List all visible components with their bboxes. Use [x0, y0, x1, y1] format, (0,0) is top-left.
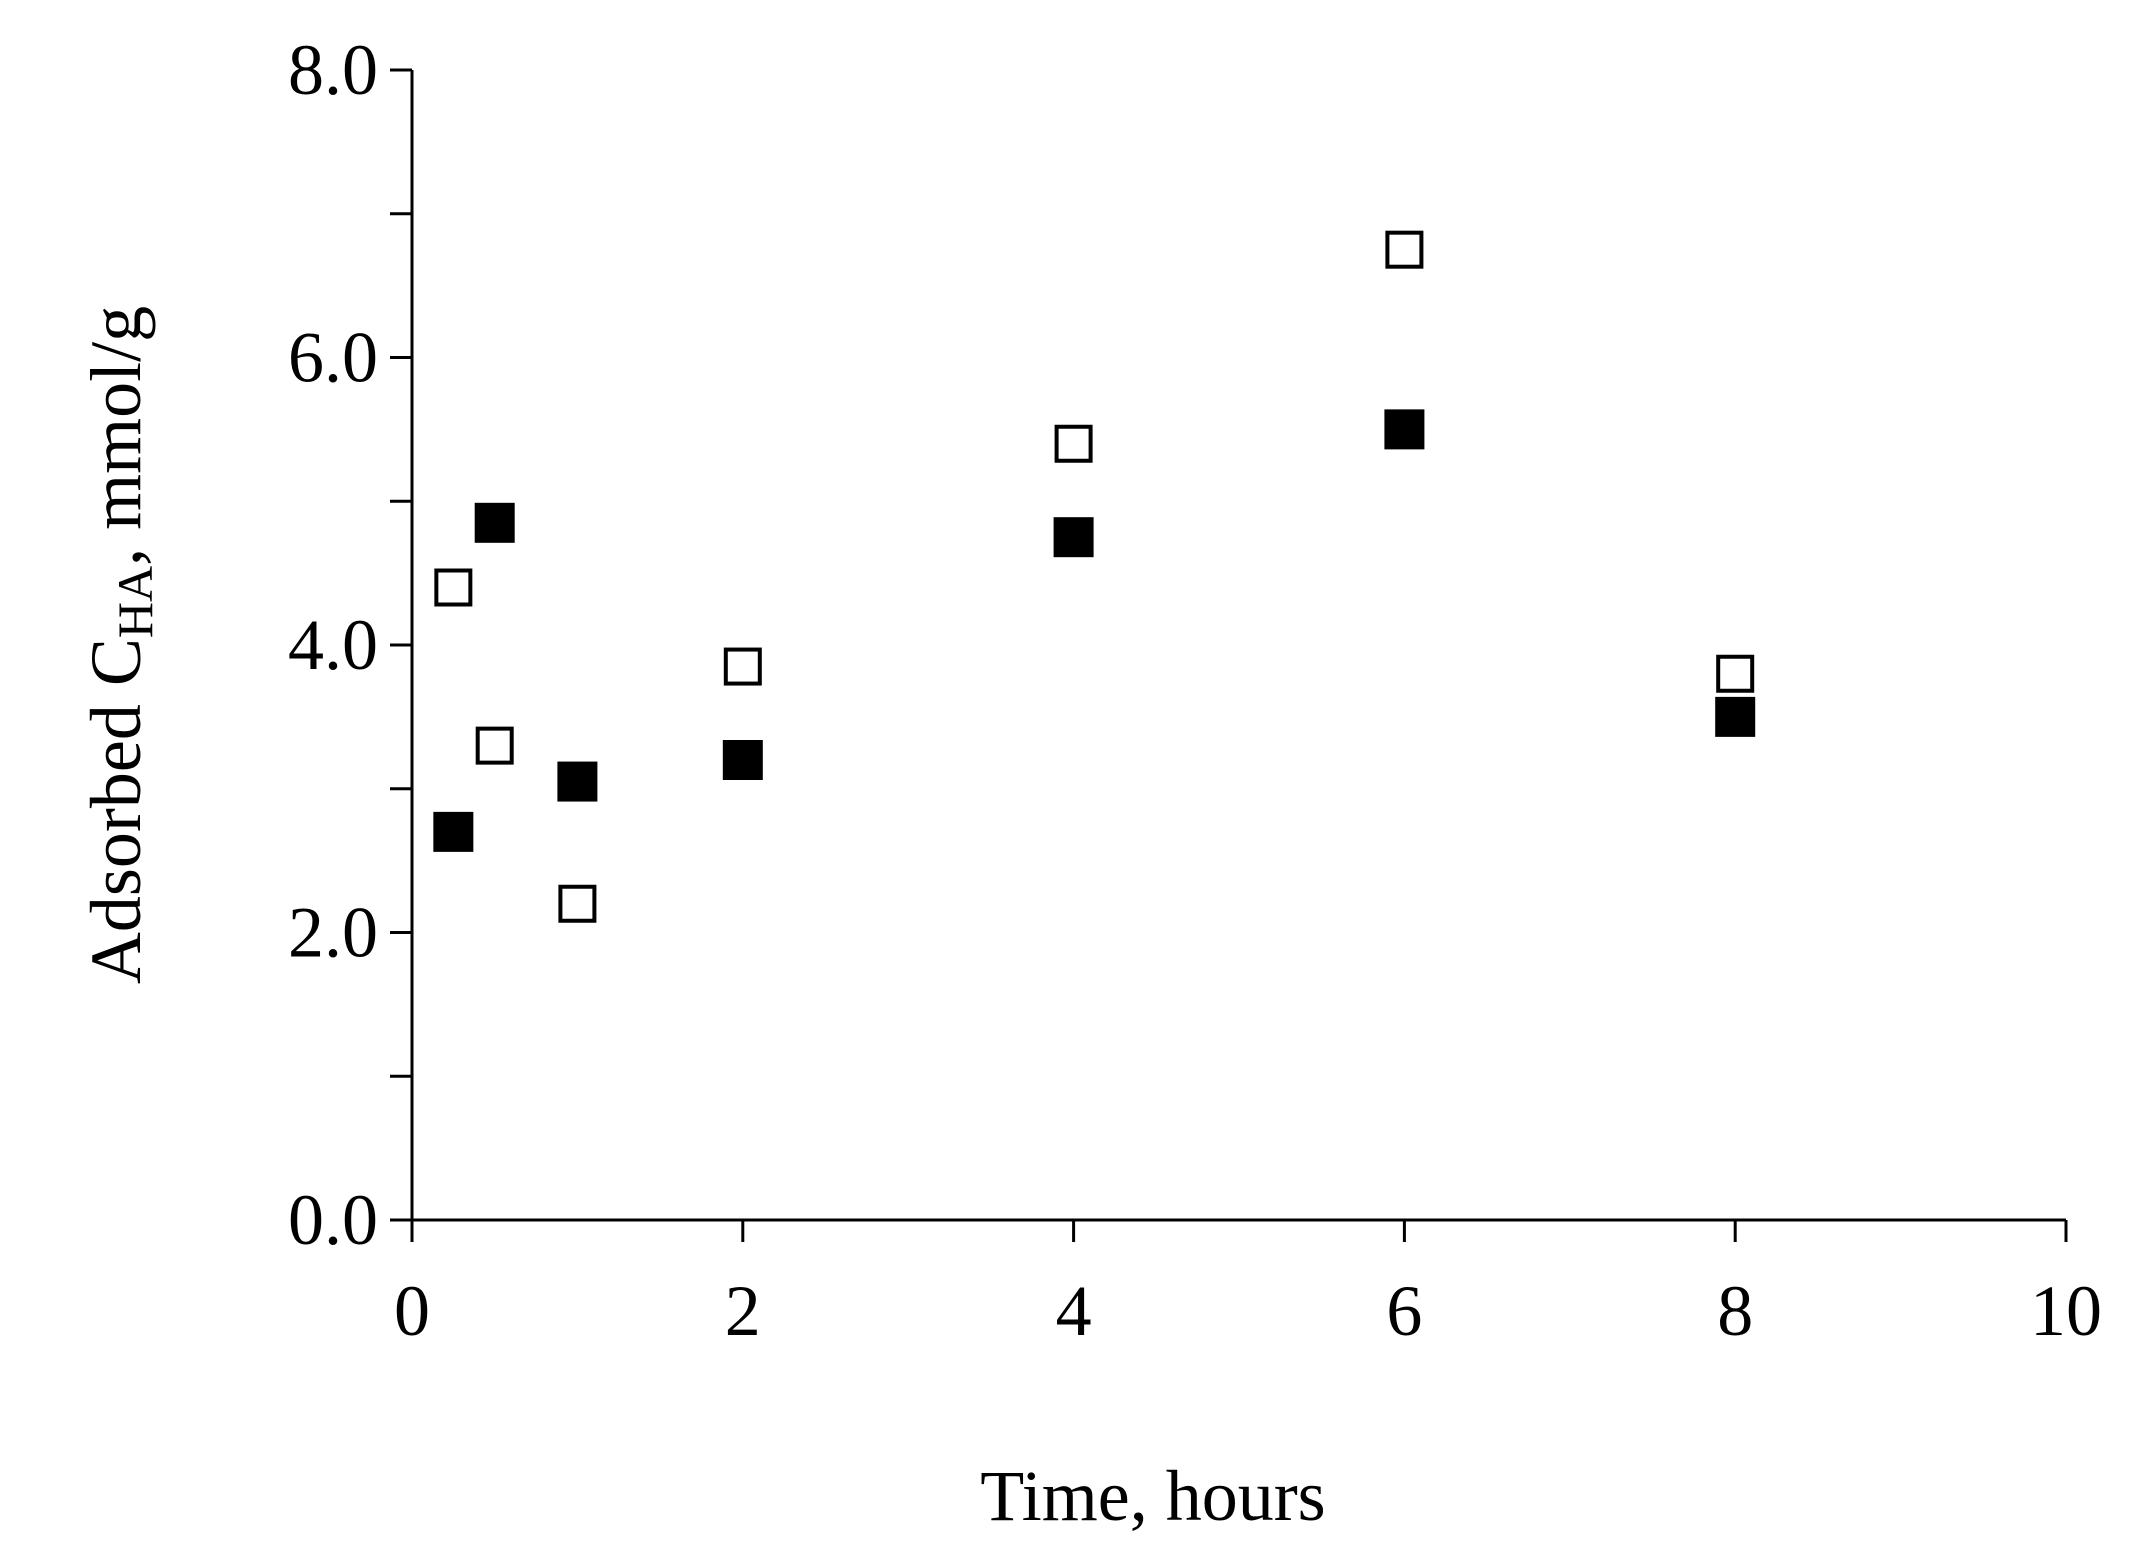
filled-square-point — [1715, 696, 1756, 737]
y-tick-label: 2.0 — [288, 893, 378, 973]
y-axis-title: Adsorbed CHA, mmol/g — [76, 306, 163, 984]
open-square-point — [1385, 230, 1424, 269]
y-axis-title-unit: , mmol/g — [76, 306, 156, 566]
x-tick-label: 0 — [394, 1271, 430, 1351]
open-square-point — [1054, 424, 1093, 463]
filled-square-point — [557, 761, 598, 802]
x-tick-label: 8 — [1717, 1271, 1753, 1351]
x-axis-title: Time, hours — [980, 1456, 1325, 1536]
open-square-point — [434, 568, 473, 607]
y-tick-label: 4.0 — [288, 605, 378, 685]
x-tick-label: 10 — [2030, 1271, 2102, 1351]
y-tick-label: 8.0 — [288, 30, 378, 110]
x-tick-label: 4 — [1056, 1271, 1092, 1351]
x-tick-label: 2 — [725, 1271, 761, 1351]
open-square-point — [475, 726, 514, 765]
open-square-point — [558, 884, 597, 923]
y-axis-title-main: Adsorbed C — [76, 638, 156, 984]
open-square-point — [723, 647, 762, 686]
y-tick-label: 0.0 — [288, 1180, 378, 1260]
filled-square-point — [722, 740, 763, 780]
y-axis-ticks: 0.0 2.0 4.0 6.0 8.0 — [288, 30, 412, 1260]
x-tick-label: 6 — [1386, 1271, 1422, 1351]
filled-square-point — [1384, 409, 1425, 450]
filled-square-point — [474, 502, 515, 543]
y-tick-label: 6.0 — [288, 318, 378, 398]
x-axis-ticks: 0 2 4 6 8 10 — [394, 1220, 2102, 1351]
series-2 — [434, 230, 1755, 923]
filled-square-point — [433, 811, 474, 852]
series-1 — [433, 409, 1756, 852]
data-points — [433, 230, 1756, 923]
open-square-point — [1716, 654, 1755, 693]
filled-square-point — [1053, 517, 1094, 558]
y-axis-title-subscript: HA — [107, 566, 163, 638]
plot-area: 0.0 2.0 4.0 6.0 8.0 0 2 4 6 8 10 — [288, 30, 2102, 1351]
